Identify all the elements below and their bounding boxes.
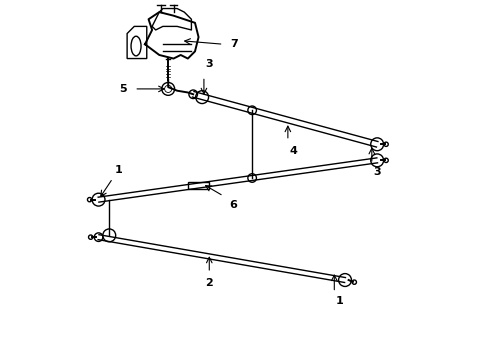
Text: 4: 4 [290,146,297,156]
Text: 3: 3 [373,167,381,177]
Text: 2: 2 [205,278,213,288]
Text: 5: 5 [120,84,127,94]
Text: 6: 6 [229,200,237,210]
Text: 1: 1 [336,296,344,306]
Text: 1: 1 [115,165,122,175]
Bar [188,181,209,189]
Text: 7: 7 [231,39,239,49]
Text: 3: 3 [206,59,213,69]
